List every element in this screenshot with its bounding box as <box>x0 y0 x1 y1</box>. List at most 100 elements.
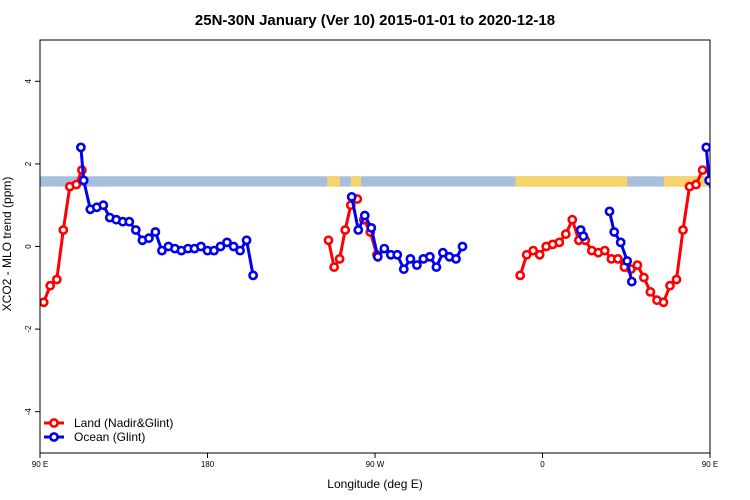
x-axis-label: Longitude (deg E) <box>327 477 422 491</box>
series-0-point-3-25 <box>678 225 688 235</box>
land-strip-segment-0 <box>327 176 341 187</box>
series-1-line-0 <box>79 147 255 276</box>
series-0-point-3-3 <box>534 249 545 260</box>
series-0-point-0-2 <box>51 274 62 285</box>
series-1-point-4-6 <box>738 216 745 223</box>
series-0-point-0-3 <box>58 225 69 235</box>
series-1-point-3-0 <box>604 206 615 217</box>
y-axis-label: XCO2 - MLO trend (ppm) <box>0 177 14 312</box>
series-0-point-1-1 <box>329 262 339 272</box>
series-1-point-4-2 <box>712 206 719 213</box>
series-1-point-0-21 <box>209 245 219 256</box>
series-1-point-1-10 <box>411 260 422 270</box>
legend: Land (Nadir&Glint) Ocean (Glint) <box>44 416 173 444</box>
y-tick-label-2: 0 <box>24 244 33 249</box>
series-1-point-1-9 <box>405 253 416 264</box>
series-1-point-1-1 <box>353 225 364 235</box>
series-0-point-3-6 <box>554 237 565 248</box>
series-0-point-0-1 <box>45 280 56 291</box>
series-0-point-3-24 <box>671 274 682 285</box>
series-0-point-3-1 <box>521 249 532 260</box>
series-1-point-1-5 <box>379 243 390 254</box>
x-tick-label-3: 0 <box>540 460 545 469</box>
land-strip-segment-3 <box>663 176 710 187</box>
y-tick-label-0: -4 <box>24 408 33 416</box>
series-1-point-1-17 <box>457 241 468 252</box>
series-1-point-0-11 <box>143 233 154 244</box>
series-0-point-1-2 <box>334 253 345 264</box>
series-1-point-3-4 <box>626 276 637 287</box>
series-1-point-0-1 <box>78 175 89 186</box>
series-1-point-1-7 <box>392 249 403 260</box>
series-0-point-3-28 <box>697 165 708 175</box>
series-1-line-4 <box>704 147 710 192</box>
series-1-point-0-19 <box>196 241 206 252</box>
land-ocean-strip <box>40 176 710 187</box>
series-1-point-1-3 <box>366 222 377 233</box>
x-tick-label-0: 90 E <box>32 460 48 469</box>
series-1-point-1-13 <box>431 262 442 272</box>
x-tick-label-4: 90 E <box>702 460 718 469</box>
series-1-point-0-24 <box>228 241 239 252</box>
series-1-point-0-25 <box>235 245 245 256</box>
series-1-point-0-9 <box>130 225 141 235</box>
series-1-point-4-1 <box>704 175 710 186</box>
series-1-point-0-23 <box>222 237 232 248</box>
x-tick-label-2: 90 W <box>366 460 385 469</box>
y-tick-label-1: -2 <box>24 325 33 333</box>
series-1-point-4-7 <box>745 218 750 225</box>
chart-title: 25N-30N January (Ver 10) 2015-01-01 to 2… <box>195 12 555 29</box>
series-0-point-3-15 <box>613 253 623 264</box>
series-1-point-4-0 <box>701 142 710 153</box>
series-1-point-4-4 <box>725 202 732 209</box>
legend-land-marker <box>49 418 59 428</box>
series-0-point-0-0 <box>40 297 49 308</box>
legend-ocean-label: Ocean (Glint) <box>74 430 145 444</box>
series-0-point-3-19 <box>639 272 649 283</box>
series-layer <box>40 142 750 308</box>
series-1-point-1-16 <box>451 253 461 264</box>
series-1-point-0-0 <box>76 142 86 153</box>
series-1-point-1-2 <box>359 210 370 221</box>
series-1-point-0-27 <box>248 270 258 281</box>
series-1-point-4-5 <box>732 214 739 221</box>
series-1-point-4-3 <box>719 204 726 211</box>
series-1-point-1-12 <box>424 251 435 262</box>
series-1-point-1-0 <box>346 191 357 202</box>
series-0-point-3-2 <box>528 245 539 256</box>
series-0-point-3-27 <box>691 179 701 190</box>
series-0-point-3-23 <box>665 280 675 291</box>
series-0-point-3-18 <box>632 260 643 270</box>
series-1-point-0-26 <box>241 235 252 246</box>
land-strip-segment-1 <box>350 176 362 187</box>
series-1-point-1-8 <box>398 264 409 275</box>
series-1 <box>76 142 750 287</box>
legend-land-label: Land (Nadir&Glint) <box>74 416 173 430</box>
series-0-point-3-20 <box>645 286 656 297</box>
series-1-point-0-8 <box>124 216 135 227</box>
series-0-point-3-7 <box>560 229 571 239</box>
series-1-point-0-13 <box>156 245 167 256</box>
ocean-strip <box>40 176 710 187</box>
series-0-point-1-0 <box>323 235 334 246</box>
legend-ocean-marker <box>49 432 59 442</box>
series-1-point-3-3 <box>622 256 633 266</box>
series-1-point-2-1 <box>578 231 589 242</box>
series-0-point-1-3 <box>340 225 351 235</box>
series-1-point-1-4 <box>372 251 383 262</box>
series-1-point-3-1 <box>609 227 620 237</box>
x-tick-label-1: 180 <box>201 460 215 469</box>
series-0-point-3-22 <box>658 297 669 308</box>
series-0-point-3-13 <box>599 245 610 256</box>
land-strip-segment-2 <box>515 176 628 187</box>
series-1-point-0-4 <box>98 200 109 211</box>
series-1-point-3-2 <box>615 237 626 248</box>
y-tick-label-3: 2 <box>24 161 33 166</box>
y-tick-label-4: 4 <box>24 79 33 84</box>
axes: 90 E 180 90 W 0 90 E -4 -2 0 2 4 <box>24 79 718 469</box>
series-0-point-0-5 <box>71 179 82 190</box>
series-0-point-3-0 <box>515 270 526 281</box>
series-1-point-0-12 <box>150 227 161 237</box>
series-1-point-0-22 <box>215 241 226 252</box>
